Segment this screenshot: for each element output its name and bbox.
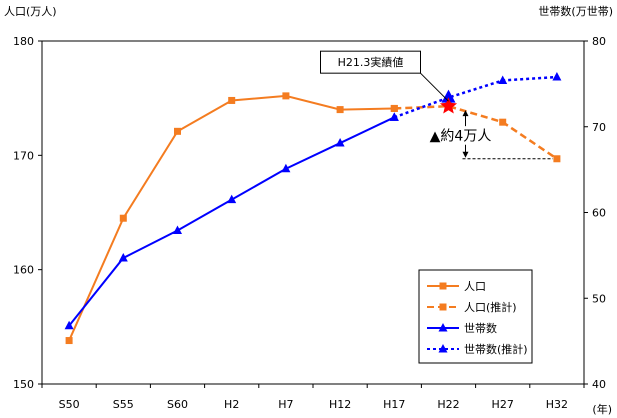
series-line-2 — [68, 116, 395, 327]
series-marks — [64, 72, 562, 345]
series-point-3 — [498, 75, 508, 84]
x-axis-title: (年) — [592, 402, 612, 416]
y-right-tick-label: 70 — [592, 121, 606, 134]
highlight-population-star — [439, 97, 458, 114]
x-tick-label: H2 — [224, 398, 239, 411]
y-left-tick-label: 160 — [13, 264, 34, 277]
y-left-tick-label: 180 — [13, 35, 34, 48]
series-point-2 — [281, 163, 291, 173]
y-right-tick-label: 60 — [592, 207, 606, 220]
callout-pointer — [420, 72, 449, 102]
x-tick-label: S60 — [167, 398, 188, 411]
x-tick-label: H22 — [437, 398, 459, 411]
series-point-2 — [173, 225, 182, 235]
x-tick-label: S50 — [59, 398, 80, 411]
x-tick-label: H32 — [546, 398, 568, 411]
difference-label: ▲約4万人 — [430, 128, 492, 144]
plot-area: 150 160 170 180 40 50 60 70 80 S50 S55 S60 H2 H7 H12 H1… — [13, 35, 606, 411]
x-tick-label: H27 — [492, 398, 514, 411]
highlight-household-marker — [441, 89, 456, 103]
series-point-0 — [119, 214, 127, 222]
legend-swatch-marker — [438, 344, 448, 353]
legend-label: 人口(推計) — [464, 300, 517, 314]
y-right-tick-label: 50 — [592, 292, 606, 305]
series-point-0 — [228, 96, 236, 104]
series-line-0 — [68, 94, 395, 341]
series-line-1 — [394, 104, 558, 160]
x-tick-label: H12 — [329, 398, 351, 411]
series-point-1 — [499, 118, 507, 126]
legend-swatch-marker — [439, 303, 447, 311]
legend-label: 世帯数 — [464, 322, 497, 335]
annotations: H21.3実績値 ▲約4万人 — [320, 50, 553, 160]
series-point-0 — [65, 337, 73, 345]
legend-label: 人口 — [464, 280, 486, 293]
x-tick-label: H7 — [278, 398, 293, 411]
x-tick-label: S55 — [113, 398, 134, 411]
y-left-tick-label: 150 — [13, 378, 34, 391]
y-axis-left-title: 人口(万人) — [4, 5, 57, 18]
series-point-2 — [64, 320, 74, 330]
y-axis-right-title: 世帯数(万世帯) — [538, 5, 613, 18]
x-tick-label: H17 — [383, 398, 405, 411]
callout-box — [320, 50, 421, 74]
difference-arrowhead-down — [462, 151, 469, 158]
series-point-1 — [390, 104, 398, 112]
legend-label: 世帯数(推計) — [464, 342, 528, 356]
series-point-3 — [389, 112, 399, 121]
series-point-0 — [336, 106, 344, 114]
series-point-0 — [174, 127, 181, 135]
series-point-2 — [227, 194, 237, 204]
series-point-2 — [118, 252, 128, 262]
series-point-0 — [282, 92, 290, 100]
series-point-3 — [552, 72, 562, 81]
legend-swatch-marker — [438, 323, 448, 332]
callout-label: H21.3実績値 — [338, 55, 404, 69]
y-right-tick-label: 80 — [592, 35, 606, 48]
series-point-2 — [335, 138, 345, 147]
series-point-1 — [553, 155, 561, 163]
series-line-3 — [393, 75, 557, 119]
difference-arrowhead-up — [462, 110, 469, 117]
legend-swatch-marker — [439, 282, 447, 290]
y-left-tick-label: 170 — [13, 149, 34, 162]
y-right-tick-label: 40 — [592, 378, 606, 391]
